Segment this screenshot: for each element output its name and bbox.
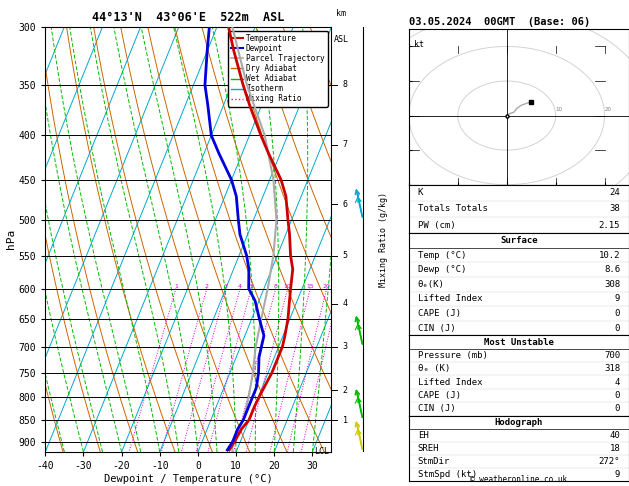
Text: 5: 5 [249, 283, 253, 289]
Text: 0: 0 [615, 404, 620, 414]
Text: 10: 10 [284, 283, 292, 289]
Text: 4: 4 [615, 378, 620, 387]
X-axis label: Dewpoint / Temperature (°C): Dewpoint / Temperature (°C) [104, 474, 273, 484]
Text: 15: 15 [306, 283, 314, 289]
Text: 9: 9 [615, 470, 620, 479]
Text: 10: 10 [555, 107, 562, 112]
Y-axis label: hPa: hPa [6, 229, 16, 249]
Text: θₑ (K): θₑ (K) [418, 364, 450, 373]
Text: 8: 8 [274, 283, 277, 289]
Text: StmDir: StmDir [418, 457, 450, 466]
Text: 0: 0 [615, 309, 620, 318]
Legend: Temperature, Dewpoint, Parcel Trajectory, Dry Adiabat, Wet Adiabat, Isotherm, Mi: Temperature, Dewpoint, Parcel Trajectory… [228, 31, 328, 106]
Text: CAPE (J): CAPE (J) [418, 391, 460, 400]
Text: 1: 1 [174, 283, 178, 289]
Text: 40: 40 [610, 431, 620, 440]
Text: CIN (J): CIN (J) [418, 404, 455, 414]
Text: 4: 4 [238, 283, 242, 289]
Text: θₑ(K): θₑ(K) [418, 280, 445, 289]
Text: 20: 20 [604, 107, 611, 112]
Text: Mixing Ratio (g/kg): Mixing Ratio (g/kg) [379, 192, 388, 287]
Text: StmSpd (kt): StmSpd (kt) [418, 470, 477, 479]
Text: Hodograph: Hodograph [495, 417, 543, 427]
Text: 9: 9 [615, 295, 620, 303]
Text: 20: 20 [323, 283, 331, 289]
Text: 3: 3 [224, 283, 228, 289]
Text: EH: EH [418, 431, 428, 440]
Text: Most Unstable: Most Unstable [484, 337, 554, 347]
Text: SREH: SREH [418, 444, 439, 453]
Text: 38: 38 [610, 205, 620, 213]
Text: 308: 308 [604, 280, 620, 289]
Text: kt: kt [414, 39, 424, 49]
Text: 2: 2 [205, 283, 209, 289]
Text: Pressure (mb): Pressure (mb) [418, 351, 487, 360]
Title: 44°13'N  43°06'E  522m  ASL: 44°13'N 43°06'E 522m ASL [92, 11, 284, 24]
Text: km: km [336, 9, 346, 18]
Text: 10.2: 10.2 [599, 251, 620, 260]
Text: CAPE (J): CAPE (J) [418, 309, 460, 318]
Text: 0: 0 [615, 391, 620, 400]
Text: 5: 5 [343, 251, 348, 260]
Text: Surface: Surface [500, 236, 538, 245]
Text: 6: 6 [343, 200, 348, 208]
Text: Lifted Index: Lifted Index [418, 295, 482, 303]
Text: 24: 24 [610, 188, 620, 197]
Text: Dewp (°C): Dewp (°C) [418, 265, 466, 274]
Text: Totals Totals: Totals Totals [418, 205, 487, 213]
Text: 8: 8 [343, 81, 348, 89]
Text: CIN (J): CIN (J) [418, 324, 455, 332]
Text: LCL: LCL [314, 448, 330, 456]
Text: 2: 2 [343, 385, 348, 395]
Text: Temp (°C): Temp (°C) [418, 251, 466, 260]
Text: PW (cm): PW (cm) [418, 221, 455, 230]
Text: 3: 3 [343, 342, 348, 351]
Text: ASL: ASL [333, 35, 348, 44]
Text: 0: 0 [615, 324, 620, 332]
Text: 1: 1 [343, 416, 348, 425]
Text: 03.05.2024  00GMT  (Base: 06): 03.05.2024 00GMT (Base: 06) [409, 17, 590, 27]
Text: 7: 7 [343, 140, 348, 149]
Text: © weatheronline.co.uk: © weatheronline.co.uk [470, 474, 567, 484]
Text: 700: 700 [604, 351, 620, 360]
Text: 272°: 272° [599, 457, 620, 466]
Text: 18: 18 [610, 444, 620, 453]
Text: 318: 318 [604, 364, 620, 373]
Text: 8.6: 8.6 [604, 265, 620, 274]
Text: 4: 4 [343, 299, 348, 309]
Text: Lifted Index: Lifted Index [418, 378, 482, 387]
Text: K: K [418, 188, 423, 197]
Text: 2.15: 2.15 [599, 221, 620, 230]
